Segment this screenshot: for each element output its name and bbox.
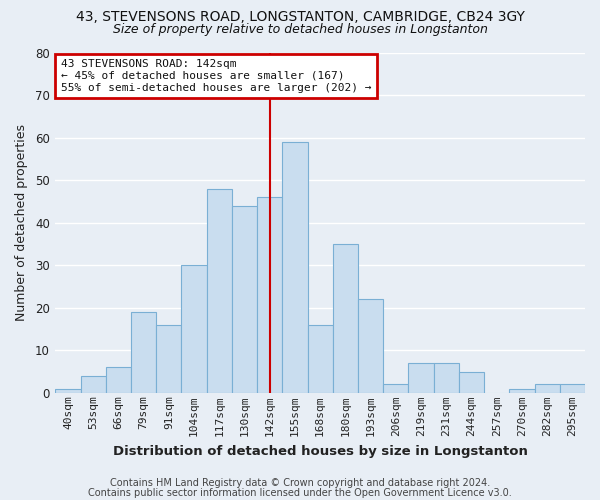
Bar bbox=[106, 368, 131, 393]
Bar bbox=[131, 312, 156, 393]
Bar bbox=[206, 188, 232, 393]
Bar bbox=[535, 384, 560, 393]
Bar bbox=[383, 384, 409, 393]
Text: Size of property relative to detached houses in Longstanton: Size of property relative to detached ho… bbox=[113, 22, 487, 36]
Bar bbox=[80, 376, 106, 393]
X-axis label: Distribution of detached houses by size in Longstanton: Distribution of detached houses by size … bbox=[113, 444, 527, 458]
Bar bbox=[55, 388, 80, 393]
Bar bbox=[257, 197, 283, 393]
Bar bbox=[308, 325, 333, 393]
Bar bbox=[509, 388, 535, 393]
Bar bbox=[358, 300, 383, 393]
Bar bbox=[434, 363, 459, 393]
Bar bbox=[181, 265, 206, 393]
Text: Contains HM Land Registry data © Crown copyright and database right 2024.: Contains HM Land Registry data © Crown c… bbox=[110, 478, 490, 488]
Text: 43 STEVENSONS ROAD: 142sqm
← 45% of detached houses are smaller (167)
55% of sem: 43 STEVENSONS ROAD: 142sqm ← 45% of deta… bbox=[61, 60, 371, 92]
Bar bbox=[560, 384, 585, 393]
Y-axis label: Number of detached properties: Number of detached properties bbox=[15, 124, 28, 321]
Text: Contains public sector information licensed under the Open Government Licence v3: Contains public sector information licen… bbox=[88, 488, 512, 498]
Bar bbox=[409, 363, 434, 393]
Bar bbox=[283, 142, 308, 393]
Text: 43, STEVENSONS ROAD, LONGSTANTON, CAMBRIDGE, CB24 3GY: 43, STEVENSONS ROAD, LONGSTANTON, CAMBRI… bbox=[76, 10, 524, 24]
Bar bbox=[459, 372, 484, 393]
Bar bbox=[232, 206, 257, 393]
Bar bbox=[333, 244, 358, 393]
Bar bbox=[156, 325, 181, 393]
